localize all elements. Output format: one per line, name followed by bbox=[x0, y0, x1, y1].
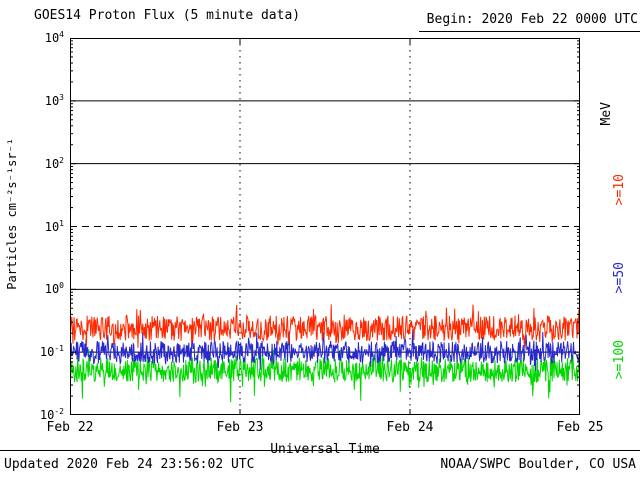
series-line-100 bbox=[70, 348, 580, 403]
series-label-ge100: >=100 bbox=[612, 340, 627, 380]
x-tick-label: Feb 23 bbox=[216, 420, 264, 435]
series-line-50 bbox=[70, 328, 580, 371]
y-tick-label: 102 bbox=[44, 155, 64, 171]
y-tick-label: 101 bbox=[44, 218, 64, 234]
y-axis-label: Particles cm⁻²s⁻¹sr⁻¹ bbox=[5, 138, 19, 290]
data-source-label: NOAA/SWPC Boulder, CO USA bbox=[440, 457, 636, 472]
updated-timestamp: Updated 2020 Feb 24 23:56:02 UTC bbox=[4, 457, 255, 472]
series-line-10 bbox=[70, 304, 580, 348]
y-tick-label: 103 bbox=[44, 92, 64, 108]
plot-border bbox=[70, 38, 580, 415]
y-tick-label: 10-1 bbox=[39, 344, 64, 360]
plot-canvas bbox=[70, 38, 580, 415]
series-label-ge50: >=50 bbox=[612, 262, 627, 294]
x-tick-label: Feb 24 bbox=[386, 420, 434, 435]
y-tick-label: 100 bbox=[44, 281, 64, 297]
series-label-ge10: >=10 bbox=[612, 174, 627, 206]
chart-title: GOES14 Proton Flux (5 minute data) bbox=[34, 8, 301, 23]
begin-time-label: Begin: 2020 Feb 22 0000 UTC bbox=[418, 12, 640, 32]
x-axis-label: Universal Time bbox=[270, 442, 380, 457]
x-tick-label: Feb 22 bbox=[46, 420, 94, 435]
right-axis-unit-label: MeV bbox=[599, 102, 614, 126]
footer-divider bbox=[0, 450, 640, 451]
x-tick-label: Feb 25 bbox=[556, 420, 604, 435]
plot-area bbox=[70, 38, 580, 415]
y-tick-label: 10-2 bbox=[39, 407, 64, 422]
y-tick-label: 104 bbox=[44, 30, 64, 45]
